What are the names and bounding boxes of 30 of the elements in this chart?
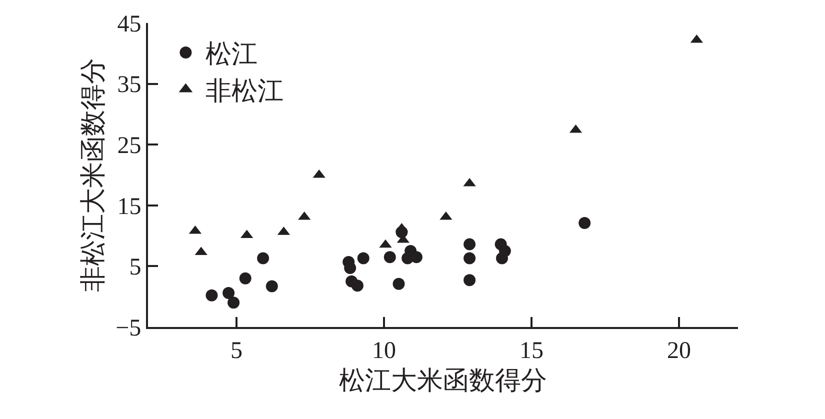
point xyxy=(384,251,396,264)
legend-label: 非松江 xyxy=(206,76,284,106)
y-tick-label: 5 xyxy=(129,254,142,281)
point xyxy=(392,278,405,290)
y-axis-title: 非松江大米函数得分 xyxy=(78,58,108,292)
legend-label: 松江 xyxy=(206,40,258,69)
y-tick-label: 15 xyxy=(117,194,142,220)
y-tick-label: 35 xyxy=(117,72,142,98)
point xyxy=(578,217,591,230)
point xyxy=(206,289,218,302)
point xyxy=(496,252,508,264)
x-tick-label: 15 xyxy=(520,338,544,364)
point xyxy=(464,274,476,286)
point xyxy=(222,286,235,299)
point xyxy=(464,252,476,264)
point xyxy=(257,252,270,264)
point xyxy=(464,238,476,250)
y-tick-label: 45 xyxy=(117,11,142,38)
point xyxy=(357,252,370,264)
point xyxy=(344,262,356,274)
x-tick-label: 10 xyxy=(372,338,396,364)
point xyxy=(228,296,240,309)
y-tick-label: 25 xyxy=(117,133,142,159)
x-tick-label: 20 xyxy=(667,338,691,364)
point xyxy=(239,272,252,284)
point xyxy=(351,280,364,292)
x-tick-label: 5 xyxy=(230,338,242,364)
y-tick-label: −5 xyxy=(116,315,142,342)
point xyxy=(266,280,278,292)
x-axis-title: 松江大米函数得分 xyxy=(339,366,547,395)
